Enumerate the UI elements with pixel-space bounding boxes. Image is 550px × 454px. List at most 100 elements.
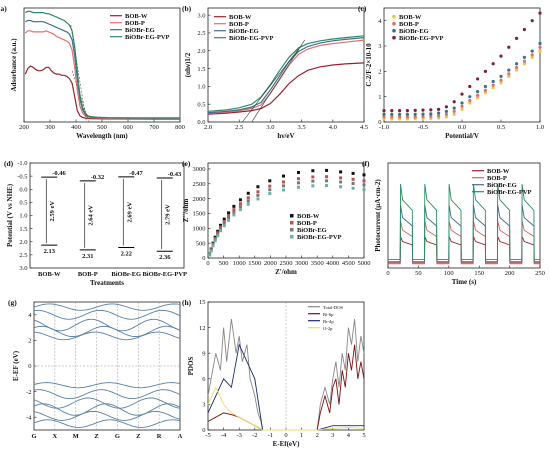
panel-b-ytick-label: 0.5	[197, 101, 205, 108]
panel-e-point	[211, 244, 215, 248]
panel-a-legend-text: BiOBr-EG	[125, 27, 155, 34]
panel-e-point	[238, 198, 242, 202]
panel-h-ytick-label: 6	[202, 376, 206, 383]
panel-c-point	[460, 104, 464, 108]
panel-c-point	[491, 79, 495, 84]
panel-e-xtick-label: 1000	[233, 260, 246, 267]
panel-b-tangent-line	[242, 48, 299, 123]
panel-c-point	[491, 62, 495, 66]
panel-h-xtick-label: 5	[362, 432, 365, 439]
panel-c-point	[437, 107, 441, 111]
panel-g-kpoint-label: Z	[136, 433, 140, 440]
panel-b-legend-text: BOB-W	[229, 14, 252, 21]
panel-e-point	[325, 184, 329, 188]
panel-b-ytick-label: 1.5	[197, 66, 205, 73]
panel-c-point	[515, 65, 519, 70]
panel-g-band-line	[33, 410, 181, 421]
panel-e-point	[296, 181, 300, 185]
panel-c-point	[499, 54, 503, 58]
panel-b-xtick-label: 4.0	[329, 124, 337, 131]
panel-d-ytick-label: 3.0	[19, 265, 27, 272]
panel-e-legend-marker	[290, 235, 294, 239]
panel-f-series-line	[388, 204, 540, 263]
panel-c-point	[398, 109, 402, 113]
panel-e-point	[351, 177, 355, 181]
panel-e-legend-text: BiOBr-EG	[297, 227, 327, 234]
panel-e-legend-marker	[290, 228, 294, 232]
panel-e-point	[362, 179, 366, 183]
panel-h-xtick-label: 2	[316, 432, 319, 439]
panel-c-point	[507, 45, 511, 49]
panel-c-point	[522, 55, 527, 60]
panel-c-ytick-label: 2	[378, 69, 381, 76]
panel-c-xlabel: Potential/V	[445, 132, 479, 140]
panel-a-tangent-line	[70, 25, 87, 123]
panel-e-point	[213, 239, 217, 243]
panel-c-point	[476, 90, 480, 94]
panel-e-point	[311, 179, 315, 183]
panel-e-point	[325, 168, 329, 172]
panel-d-ytick-label: -0.5	[17, 173, 27, 180]
panel-b-xtick-label: 3.0	[266, 124, 274, 131]
panel-c-point	[452, 109, 456, 113]
panel-c-ytick-label: 1	[378, 94, 381, 101]
panel-d-gap-label: 2.79 eV	[165, 204, 172, 225]
panel-c-point	[437, 114, 441, 118]
panel-h-ytick-label: 0	[202, 427, 205, 434]
panel-h-panel-label: (h)	[182, 298, 192, 307]
panel-b-xtick-label: 2.0	[204, 124, 212, 131]
panel-h-series-line	[207, 344, 365, 431]
panel-c-point	[499, 81, 503, 85]
panel-c-point	[413, 108, 417, 112]
panel-c-point	[413, 112, 417, 116]
panel-c-point	[444, 105, 448, 109]
panel-b-ylabel: (αhν)1/2	[184, 52, 192, 77]
panel-b-legend-text: BiOBr-EG	[229, 28, 259, 35]
panel-h-xtick-label: -4	[221, 432, 227, 439]
panel-e-point	[222, 219, 226, 223]
panel-c-ytick-label: 3	[378, 43, 381, 50]
panel-c-point	[499, 78, 503, 82]
panel-e-point	[238, 202, 242, 206]
panel-c-point	[530, 19, 534, 23]
panel-e-ylabel: Z''/ohm	[182, 198, 190, 222]
panel-f-panel-label: (f)	[362, 159, 370, 168]
panel-e-point	[218, 227, 222, 231]
panel-c-point	[429, 114, 433, 119]
panel-f-legend-text: BOB-W	[487, 168, 510, 175]
panel-e-ytick-label: 1000	[193, 226, 206, 233]
panel-e-legend-marker	[290, 214, 294, 218]
panel-d-vb-value: 2.31	[82, 253, 93, 260]
panel-d-cb-value: -0.32	[91, 174, 105, 181]
panel-d-category-label: BiOBr-EG	[111, 271, 141, 278]
panel-e-point	[268, 179, 272, 183]
panel-e-xtick-label: 0	[206, 260, 209, 267]
panel-d-cb-value: -0.47	[129, 170, 143, 177]
panel-d-ylabel: Potential (V vs NHE)	[6, 183, 14, 247]
panel-c-point	[515, 62, 519, 66]
panel-h-xtick-label: -3	[236, 432, 241, 439]
panel-g-ytick-label: -4	[26, 414, 32, 421]
panel-f-series-line	[388, 236, 540, 264]
panel-c-panel-label: (c)	[358, 4, 367, 13]
panel-h-xtick-label: 1	[300, 432, 303, 439]
panel-e-xtick-label: 500	[219, 260, 229, 267]
panel-e-ytick-label: 2500	[193, 181, 206, 188]
panel-a-legend-text: BOB-W	[125, 13, 148, 20]
panel-e-point	[268, 184, 272, 188]
panel-c-point	[398, 112, 402, 116]
panel-c-legend-marker	[392, 21, 396, 26]
panel-h-legend-text: O-2p	[323, 326, 333, 331]
panel-e-legend-marker	[290, 221, 294, 225]
panel-c-point	[538, 45, 542, 49]
panel-h-xtick-label: -2	[252, 432, 257, 439]
panel-h-xtick-label: 0	[284, 432, 287, 439]
panel-c-point	[382, 112, 386, 116]
panel-c-point	[382, 115, 386, 119]
panel-g-band-line	[33, 309, 181, 320]
panel-f-xtick-label: 250	[535, 270, 545, 277]
panel-f-xlabel: Time (s)	[452, 278, 477, 286]
panel-e-point	[268, 192, 272, 196]
panel-g-ytick-label: -2	[26, 389, 31, 396]
panel-a-series-line	[24, 30, 180, 120]
